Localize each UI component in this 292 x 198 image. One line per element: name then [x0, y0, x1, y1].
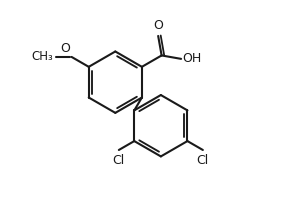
Text: OH: OH — [182, 52, 201, 65]
Text: CH₃: CH₃ — [32, 50, 53, 63]
Text: O: O — [60, 42, 70, 55]
Text: Cl: Cl — [197, 154, 209, 167]
Text: O: O — [153, 19, 163, 32]
Text: Cl: Cl — [113, 154, 125, 167]
